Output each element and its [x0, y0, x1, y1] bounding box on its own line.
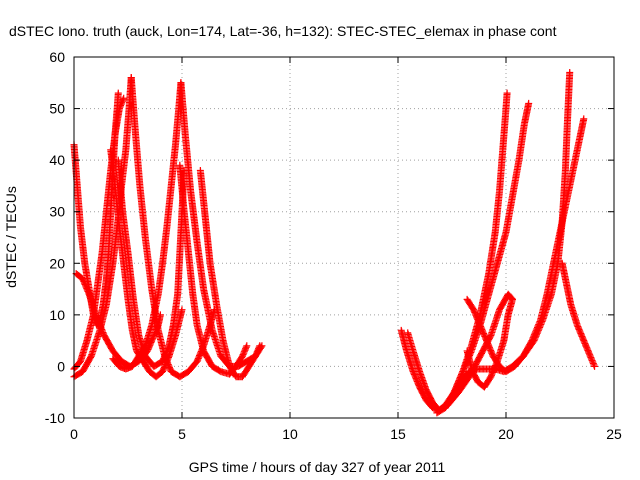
series-17: [463, 295, 516, 391]
data-point-marker: [458, 369, 466, 377]
data-point-marker: [529, 335, 537, 343]
data-point-marker: [531, 329, 539, 337]
data-point-marker: [253, 349, 261, 357]
y-tick-label: 20: [49, 255, 65, 271]
data-layer: [70, 68, 599, 417]
data-point-marker: [535, 320, 543, 328]
data-point-marker: [254, 346, 262, 354]
y-axis-label: dSTEC / TECUs: [3, 186, 19, 288]
data-point-marker: [118, 97, 126, 105]
series-3: [70, 94, 128, 373]
data-point-marker: [252, 351, 260, 359]
data-point-marker: [530, 331, 538, 339]
series-5: [107, 146, 186, 381]
axes-layer: [73, 56, 615, 419]
tick-layer: 0 5 10 15 20 25 -10 0 10 20 30 40 50 60: [45, 49, 622, 442]
data-point-marker: [115, 105, 123, 113]
data-point-marker: [117, 102, 125, 110]
data-point-marker: [243, 342, 251, 350]
x-axis-label: GPS time / hours of day 327 of year 2011: [189, 459, 446, 475]
data-point-marker: [240, 349, 248, 357]
series-8: [127, 74, 218, 381]
y-tick-label: 60: [49, 49, 65, 65]
data-point-marker: [119, 96, 127, 104]
data-point-marker: [118, 99, 126, 107]
data-point-marker: [529, 334, 537, 342]
data-point-marker: [532, 326, 540, 334]
series-18: [558, 259, 599, 370]
data-point-marker: [460, 365, 468, 373]
data-point-marker: [238, 352, 246, 360]
data-point-marker: [508, 295, 516, 303]
data-point-marker: [116, 103, 124, 111]
y-tick-label: 0: [57, 358, 65, 374]
data-point-marker: [587, 355, 595, 363]
y-tick-label: 30: [49, 204, 65, 220]
data-point-marker: [117, 100, 125, 108]
data-point-marker: [533, 325, 541, 333]
x-tick-label: 25: [606, 426, 622, 442]
data-point-marker: [255, 343, 263, 351]
data-point-marker: [114, 89, 122, 97]
data-point-marker: [256, 342, 264, 350]
data-point-marker: [251, 352, 259, 360]
data-point-marker: [503, 89, 511, 97]
data-point-marker: [240, 348, 248, 356]
data-point-marker: [534, 322, 542, 330]
data-point-marker: [587, 354, 595, 362]
data-point-marker: [241, 346, 249, 354]
x-tick-label: 0: [70, 426, 78, 442]
data-point-marker: [535, 319, 543, 327]
data-point-marker: [533, 323, 541, 331]
y-tick-label: 10: [49, 307, 65, 323]
data-point-marker: [530, 332, 538, 340]
data-point-marker: [120, 94, 128, 102]
data-point-marker: [588, 357, 596, 365]
data-point-marker: [590, 361, 598, 369]
data-point-marker: [589, 358, 597, 366]
y-tick-label: 50: [49, 101, 65, 117]
data-point-marker: [536, 317, 544, 325]
data-point-marker: [528, 337, 536, 345]
data-point-marker: [242, 345, 250, 353]
data-point-marker: [253, 348, 261, 356]
series-11: [196, 166, 264, 381]
x-tick-label: 5: [178, 426, 186, 442]
x-tick-label: 15: [390, 426, 406, 442]
data-point-marker: [255, 345, 263, 353]
data-point-marker: [178, 306, 186, 314]
data-point-marker: [532, 328, 540, 336]
data-point-marker: [525, 99, 533, 107]
data-point-marker: [580, 115, 588, 123]
data-point-marker: [586, 352, 594, 360]
series-6: [114, 156, 188, 370]
data-point-marker: [459, 366, 467, 374]
plot-frame: [73, 56, 615, 419]
y-tick-label: -10: [45, 410, 65, 426]
data-point-marker: [239, 351, 247, 359]
data-point-marker: [461, 363, 469, 371]
data-point-marker: [566, 68, 574, 76]
data-point-marker: [242, 343, 250, 351]
series-9: [176, 161, 251, 378]
x-tick-label: 10: [282, 426, 298, 442]
chart-title: dSTEC Iono. truth (auck, Lon=174, Lat=-3…: [9, 23, 557, 39]
data-point-marker: [589, 359, 597, 367]
y-tick-label: 40: [49, 152, 65, 168]
data-point-marker: [591, 362, 599, 370]
series-16: [463, 115, 588, 376]
data-point-marker: [459, 368, 467, 376]
x-tick-label: 20: [498, 426, 514, 442]
